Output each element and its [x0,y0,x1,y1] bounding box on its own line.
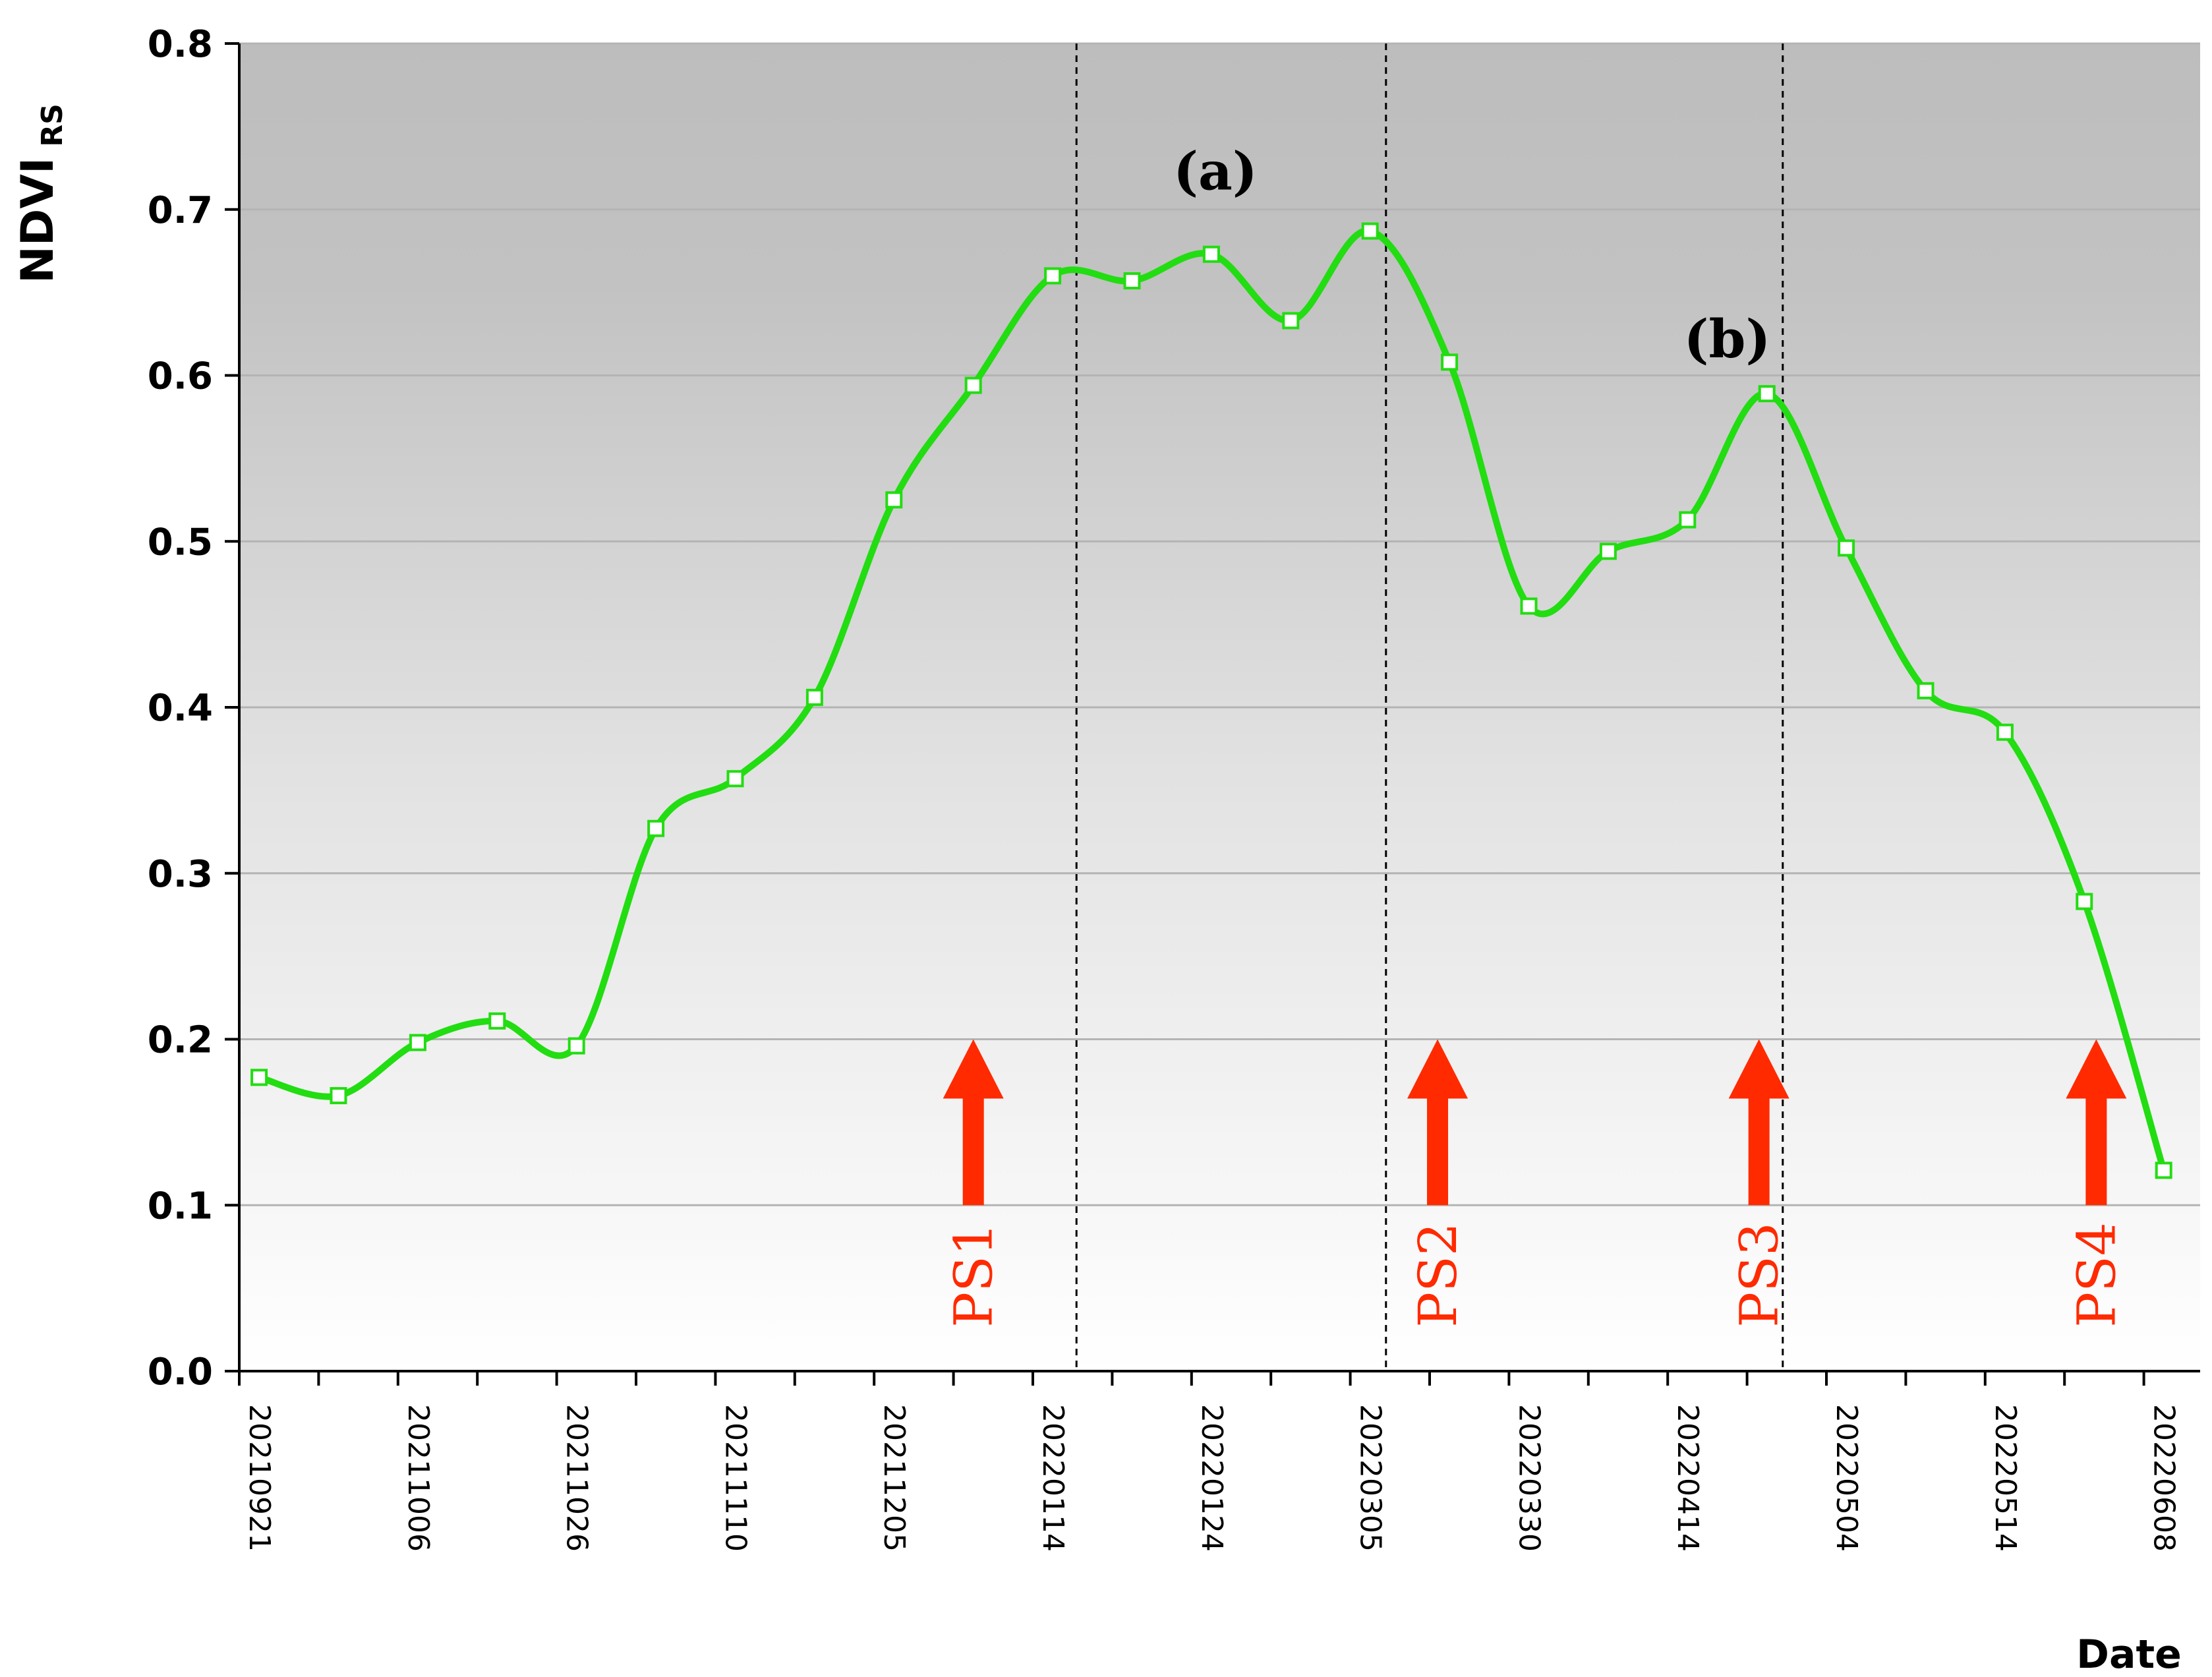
data-point [1599,543,1617,560]
data-point [330,1087,347,1105]
data-point [1202,245,1220,263]
x-tick-label: 20220414 [1671,1404,1704,1552]
x-tick-label: 20220124 [1195,1404,1229,1552]
data-point [2076,893,2093,910]
growth-stage-label: PS2 [1407,1222,1469,1328]
data-point [2155,1162,2172,1179]
x-tick-label: 20220608 [2147,1404,2181,1552]
data-point [1996,723,2014,741]
x-tick-label: 20211026 [560,1404,594,1552]
series-line [256,227,2167,1174]
x-tick-label: 20220504 [1830,1404,1863,1552]
gridlines [239,42,2200,1206]
data-point [250,1069,268,1086]
growth-stage-arrow [1407,1039,1469,1206]
x-tick-label: 20210921 [243,1404,276,1552]
y-tick-label: 0.4 [148,687,213,730]
x-tick-label: 20211205 [877,1404,911,1552]
y-tick-label: 0.6 [148,355,213,398]
data-point [1758,385,1776,403]
growth-stage-label: PS4 [2066,1222,2127,1328]
growth-stage-arrow [1728,1039,1790,1206]
x-tick-label: 20220514 [1989,1404,2022,1552]
data-point [726,770,744,788]
y-axis-ticks: 0.0 0.1 0.2 0.3 0.4 0.5 0.6 0.7 0.8 [148,23,239,1394]
y-tick-label: 0.8 [148,23,213,66]
data-point [1917,682,1935,699]
x-axis-ticks: 20210921 20211006 20211026 20211110 20211205… [238,1371,2181,1552]
growth-stage-markers: PS1 PS2 PS3 PS4 [943,1039,2127,1328]
y-axis-label-main: NDVI [12,158,64,283]
growth-stage-arrow [2066,1039,2127,1206]
y-tick-label: 0.7 [148,189,213,232]
y-tick-label: 0.2 [148,1019,213,1062]
data-point [1044,267,1062,285]
y-axis-label: NDVI RS [12,103,69,283]
peak-annotations: (a) (b) [1173,140,1770,370]
data-point [1679,511,1697,529]
data-point [964,376,982,394]
growth-stage-label: PS1 [943,1222,1004,1328]
data-point [1441,353,1459,371]
data-point [409,1034,426,1051]
growth-stage-arrow [943,1039,1004,1206]
x-tick-label: 20220330 [1512,1404,1546,1552]
y-axis-label-sub: RS [36,103,69,147]
data-point [1520,597,1538,615]
peak-annotation: (a) [1173,140,1258,202]
peak-annotation: (b) [1684,308,1771,370]
data-point [885,491,903,509]
x-tick-label: 20220114 [1036,1404,1070,1552]
data-point [488,1012,506,1030]
data-point [805,688,823,706]
data-point [1361,222,1379,240]
y-tick-label: 0.0 [148,1351,213,1394]
x-tick-label: 20211110 [718,1404,752,1552]
y-tick-label: 0.5 [148,521,213,564]
data-point [568,1037,585,1055]
reference-lines [1075,44,1784,1371]
ndvi-series [250,222,2172,1179]
x-axis-label: Date [2076,1632,2182,1677]
data-point [647,819,665,837]
x-tick-label: 20211006 [401,1404,435,1552]
y-tick-label: 0.3 [148,853,213,896]
y-tick-label: 0.1 [148,1185,213,1227]
data-point [1838,539,1855,557]
x-tick-label: 20220305 [1354,1404,1387,1552]
growth-stage-label: PS3 [1729,1222,1790,1328]
data-point [1123,272,1141,290]
data-point [1282,312,1300,330]
